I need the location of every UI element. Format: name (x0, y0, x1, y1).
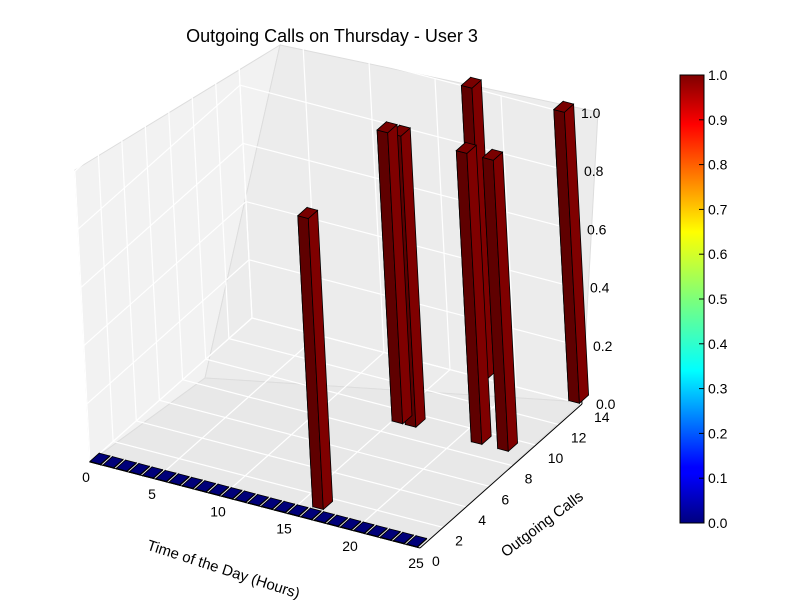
grid-line-z (74, 26, 568, 172)
bar-zero (194, 479, 217, 494)
bar-zero (260, 497, 283, 511)
bar (376, 120, 413, 425)
bar-zero (221, 486, 243, 500)
y-tick-label: 8 (525, 471, 533, 487)
bar (552, 100, 590, 405)
grid-line-z (77, 84, 571, 230)
bar-zero (102, 455, 124, 469)
colorbar-tick-label: 1.0 (708, 67, 728, 83)
z-tick-label: 0.4 (590, 280, 610, 296)
y-tick-label: 2 (455, 532, 463, 548)
colorbar-tick-label: 0.4 (708, 336, 728, 352)
x-tick-label: 10 (210, 503, 226, 519)
bars (89, 76, 590, 549)
bar-zero (115, 459, 138, 473)
bar-zero (273, 500, 296, 514)
bar-zero (128, 462, 151, 476)
bar (296, 206, 334, 511)
y-tick-label: 10 (548, 450, 564, 466)
bar-zero (339, 517, 362, 531)
bar-zero (366, 524, 388, 538)
bar-zero (155, 469, 177, 483)
colorbar-tick-label: 0.6 (708, 246, 728, 262)
x-tick-label: 25 (408, 555, 424, 571)
y-tick-label: 12 (571, 430, 587, 446)
z-tick-label: 1.0 (581, 105, 601, 121)
x-tick-label: 20 (342, 538, 358, 554)
y-axis-label: Outgoing Calls (498, 488, 587, 561)
bar-zero (89, 452, 111, 466)
bar-zero (405, 534, 428, 549)
bar-zero (379, 528, 402, 542)
y-axis-line (419, 403, 583, 549)
y-tick-label: 6 (501, 491, 509, 507)
bar-zero (141, 466, 164, 480)
y-tick-label: 14 (594, 409, 610, 425)
z-tick-label: 0.0 (596, 396, 616, 412)
x-tick-label: 15 (276, 521, 292, 537)
x-tick-label: 5 (148, 486, 156, 502)
chart-title: Outgoing Calls on Thursday - User 3 (186, 26, 478, 46)
bar-zero (300, 507, 322, 521)
x-tick-label: 0 (82, 469, 90, 485)
bar-zero (313, 510, 336, 524)
colorbar-tick-label: 0.7 (708, 201, 728, 217)
colorbar-tick-label: 0.8 (708, 157, 728, 173)
colorbar-ticks: 0.0 0.1 0.2 0.3 0.4 0.5 0.6 0.7 0.8 0.9 1.0 (699, 67, 728, 531)
bar-zero (287, 504, 309, 518)
z-tick-label: 0.2 (593, 338, 613, 354)
colorbar-tick-label: 0.0 (708, 515, 728, 531)
bar-zero (247, 493, 270, 507)
colorbar-tick-label: 0.9 (708, 112, 728, 128)
bar-zero (207, 483, 230, 497)
bar-zero (234, 490, 256, 504)
colorbar-tick-label: 0.2 (708, 425, 728, 441)
bar (455, 141, 492, 446)
colorbar-tick-label: 0.5 (708, 291, 728, 307)
bar-zero (392, 531, 415, 545)
colorbar-tick-label: 0.1 (708, 470, 728, 486)
bar-zero (168, 473, 190, 487)
colorbar-tick-label: 0.3 (708, 381, 728, 397)
y-tick-label: 0 (432, 553, 440, 569)
x-axis-label: Time of the Day (Hours) (145, 537, 302, 600)
bar-zero (326, 514, 349, 528)
y-tick-label: 4 (478, 512, 486, 528)
bar (481, 148, 519, 453)
z-tick-label: 0.8 (584, 163, 604, 179)
bar-zero (181, 476, 204, 490)
bar-zero (353, 521, 375, 535)
colorbar: 0.0 0.1 0.2 0.3 0.4 0.5 0.6 0.7 0.8 0.9 1.0 (679, 67, 728, 531)
z-tick-label: 0.6 (587, 221, 607, 237)
